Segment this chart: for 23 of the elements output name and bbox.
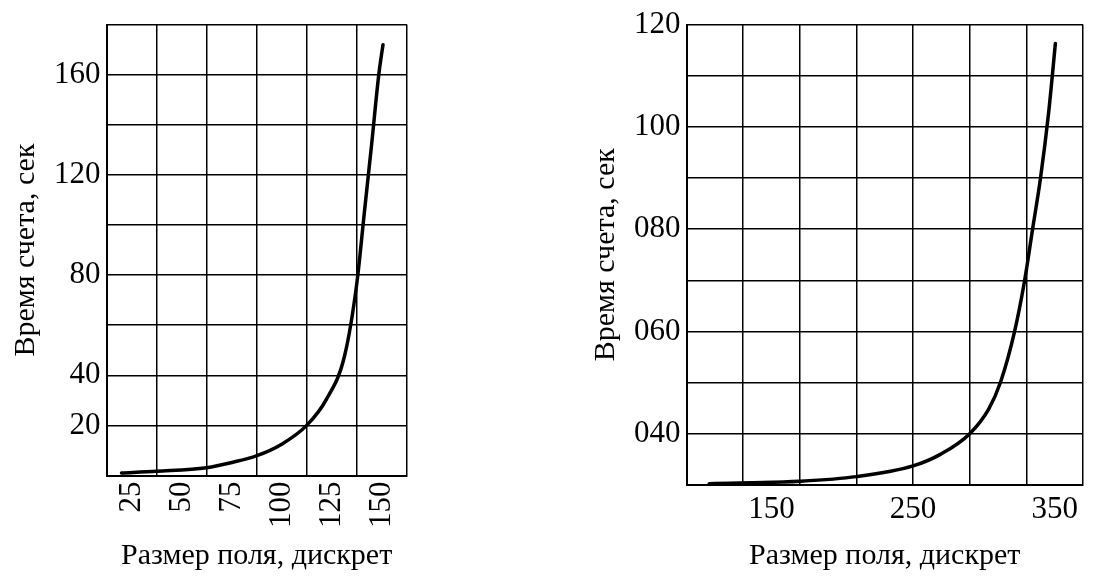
y-tick-label: 100 (634, 107, 681, 143)
y-axis-title: Время счета, сек (6, 143, 40, 357)
y-tick-label: 160 (54, 54, 101, 90)
x-tick-label: 50 (161, 481, 197, 513)
x-tick-label: 100 (261, 481, 297, 528)
y-tick-label: 120 (54, 155, 101, 191)
y-tick-label: 20 (69, 405, 101, 441)
x-tick-label: 150 (748, 489, 795, 525)
x-axis-title: Размер поля, дискрет (121, 536, 393, 570)
x-tick-label: 250 (889, 489, 937, 525)
x-tick-label: 75 (211, 481, 247, 513)
y-tick-label: 40 (69, 355, 101, 391)
x-tick-label: 25 (111, 481, 147, 513)
x-tick-label: 125 (311, 481, 347, 528)
x-tick-label: 150 (361, 481, 397, 528)
y-axis-title: Время счета, сек (586, 147, 620, 362)
y-tick-label: 040 (634, 413, 681, 449)
y-tick-label: 80 (69, 255, 101, 291)
x-axis-title: Размер поля, дискрет (749, 536, 1021, 570)
y-tick-label: 080 (634, 209, 681, 245)
y-tick-label: 060 (634, 311, 681, 347)
x-tick-label: 350 (1031, 489, 1078, 525)
y-tick-label: 120 (634, 4, 681, 40)
